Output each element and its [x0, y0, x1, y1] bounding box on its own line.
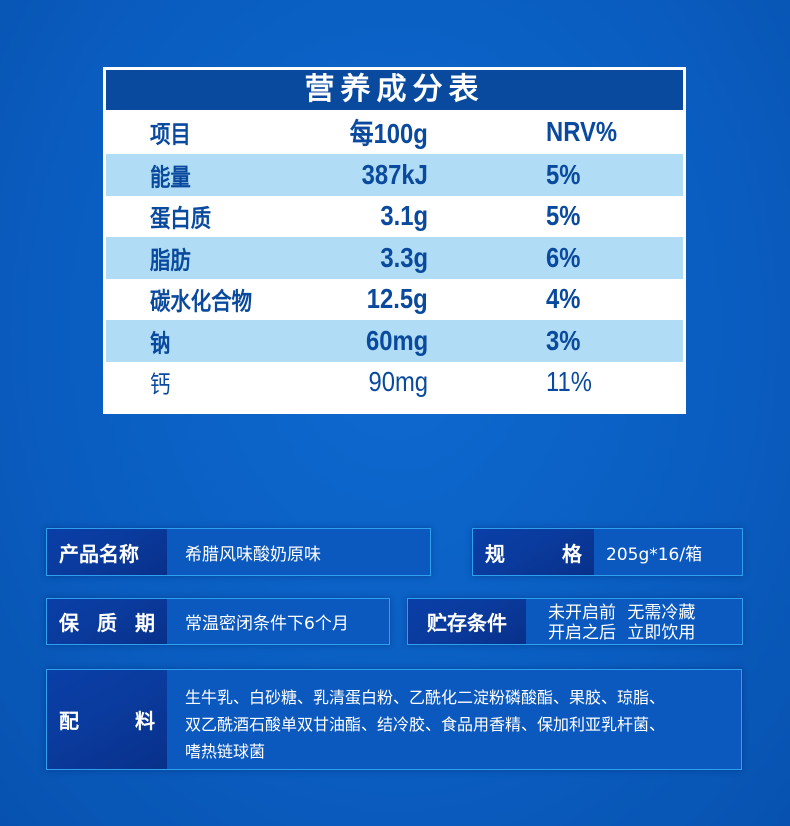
product-name-label: 产品名称 [47, 529, 167, 575]
header-nrv: NRV% [546, 116, 617, 147]
header-item: 项目 [150, 121, 191, 149]
shelf-life-value: 常温密闭条件下6个月 [185, 614, 349, 634]
table-row: 能量 387kJ 5% [106, 154, 683, 196]
spec-value: 205g*16/箱 [606, 544, 703, 565]
nutrient-value: 387kJ [361, 158, 428, 190]
label-text: 期 [135, 611, 155, 635]
ingredients-line: 生牛乳、白砂糖、乳清蛋白粉、乙酰化二淀粉磷酸酯、果胶、琼脂、 [185, 688, 666, 707]
nutrition-title: 营养成分表 [106, 70, 683, 110]
nutrient-name: 钠 [150, 330, 171, 358]
nutrient-name: 碳水化合物 [150, 288, 252, 316]
nutrient-nrv: 11% [546, 366, 592, 398]
product-name-value: 希腊风味酸奶原味 [185, 544, 321, 565]
label-text: 保 [59, 611, 79, 635]
nutrient-nrv: 3% [546, 324, 581, 356]
table-row: 钙 90mg 11% [106, 362, 683, 404]
nutrient-nrv: 5% [546, 200, 581, 232]
nutrient-name: 钙 [150, 371, 171, 399]
label-text: 料 [135, 709, 155, 733]
table-row: 钠 60mg 3% [106, 320, 683, 362]
ingredients-box: 配料 生牛乳、白砂糖、乳清蛋白粉、乙酰化二淀粉磷酸酯、果胶、琼脂、 双乙酰酒石酸… [46, 669, 742, 770]
nutrient-name: 蛋白质 [150, 205, 212, 233]
storage-line: 开启之后 立即饮用 [548, 623, 696, 643]
label-text: 配 [59, 709, 79, 733]
ingredients-label: 配料 [47, 670, 167, 769]
table-row: 碳水化合物 12.5g 4% [106, 279, 683, 321]
nutrient-nrv: 4% [546, 283, 581, 315]
ingredients-line: 双乙酰酒石酸单双甘油酯、结冷胶、食品用香精、保加利亚乳杆菌、 [185, 715, 666, 734]
label-text: 质 [97, 611, 117, 635]
nutrient-value: 12.5g [367, 283, 428, 315]
nutrient-nrv: 5% [546, 158, 581, 190]
table-row: 脂肪 3.3g 6% [106, 237, 683, 279]
table-row: 蛋白质 3.1g 5% [106, 196, 683, 238]
ingredients-line: 嗜热链球菌 [185, 742, 266, 761]
header-per100g: 每100g [349, 118, 428, 149]
label-text: 贮存条件 [427, 611, 507, 635]
nutrient-value: 60mg [365, 324, 428, 356]
table-header-row: 项目 每100g NRV% [106, 110, 683, 154]
label-text: 规 [485, 541, 505, 566]
spec-label: 规格 [473, 529, 594, 575]
shelf-life-label: 保质期 [47, 599, 167, 644]
label-text: 格 [562, 541, 582, 566]
storage-label: 贮存条件 [408, 599, 526, 644]
nutrient-value: 3.1g [380, 200, 428, 232]
label-text: 产品名称 [59, 541, 139, 566]
ingredients-value: 生牛乳、白砂糖、乳清蛋白粉、乙酰化二淀粉磷酸酯、果胶、琼脂、 双乙酰酒石酸单双甘… [167, 670, 665, 769]
nutrient-name: 脂肪 [150, 247, 191, 275]
storage-value: 未开启前 无需冷藏 开启之后 立即饮用 [526, 599, 695, 644]
nutrient-name: 能量 [150, 164, 191, 192]
nutrient-value: 3.3g [380, 241, 428, 273]
shelf-life-box: 保质期 常温密闭条件下6个月 [46, 598, 390, 645]
storage-box: 贮存条件 未开启前 无需冷藏 开启之后 立即饮用 [407, 598, 743, 645]
storage-line: 未开启前 无需冷藏 [548, 603, 696, 623]
product-name-box: 产品名称 希腊风味酸奶原味 [46, 528, 431, 576]
nutrition-table: 营养成分表 项目 每100g NRV% 能量 387kJ 5% 蛋白质 3.1g 5% … [103, 67, 686, 414]
nutrient-nrv: 6% [546, 241, 581, 273]
spec-box: 规格 205g*16/箱 [472, 528, 743, 576]
nutrient-value: 90mg [368, 366, 428, 398]
